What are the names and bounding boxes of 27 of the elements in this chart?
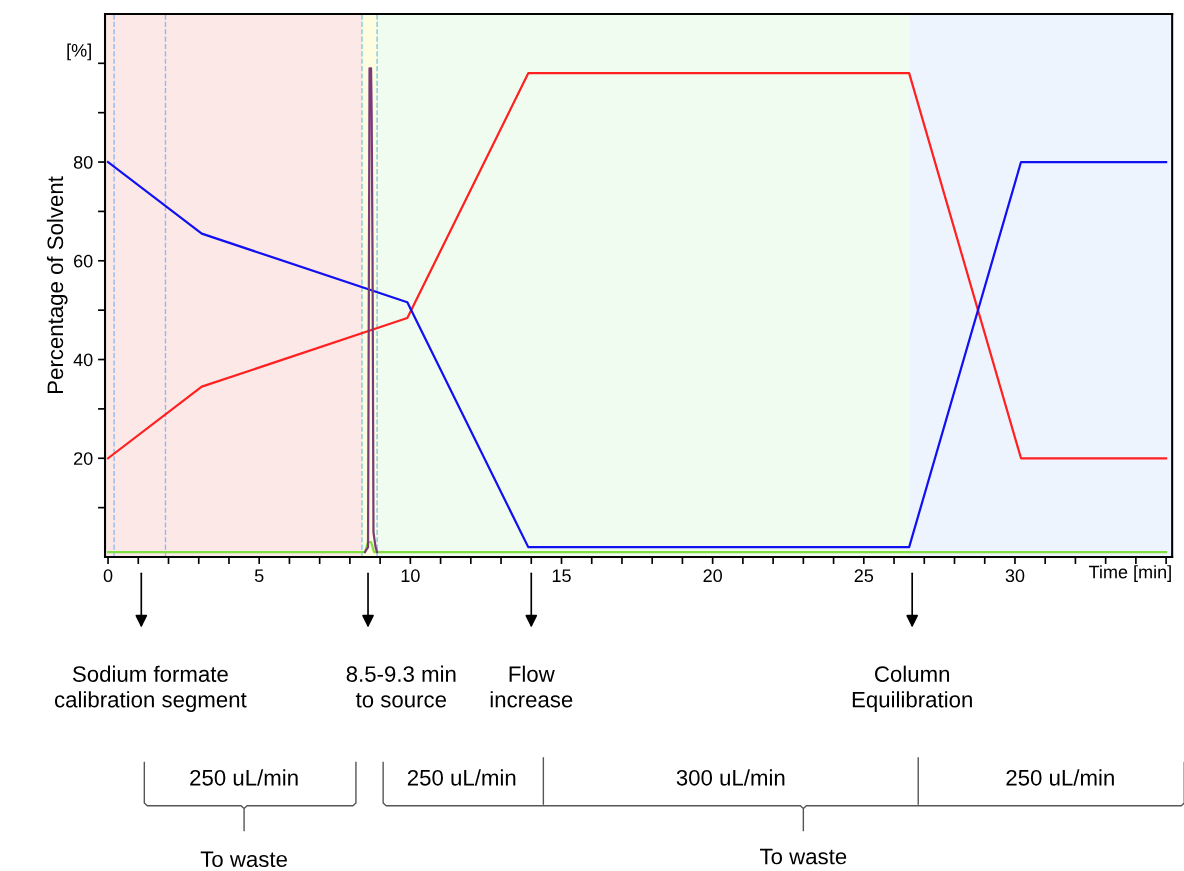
line-series bbox=[106, 72, 1168, 460]
x-tick-label: 30 bbox=[1005, 569, 1025, 583]
y-tick-label: 80 bbox=[73, 155, 93, 169]
text: Sodium formate calibration segment bbox=[54, 665, 247, 712]
x-tick-label: 25 bbox=[854, 569, 874, 583]
text: [%] bbox=[67, 43, 91, 61]
text: 250 uL/min bbox=[407, 769, 516, 786]
y-axis-title: Percentage of Solvent bbox=[46, 176, 68, 393]
x-axis-title: Time [min] bbox=[1088, 565, 1171, 582]
text: 300 uL/min bbox=[676, 769, 785, 786]
x-tick-label: 20 bbox=[703, 569, 722, 583]
text: 250 uL/min bbox=[1006, 769, 1114, 786]
x-tick-label: 5 bbox=[254, 569, 264, 583]
y-tick-label: 20 bbox=[74, 452, 93, 465]
text: To waste bbox=[760, 848, 847, 865]
line-series bbox=[106, 160, 1168, 549]
y-tick-label: 60 bbox=[74, 254, 93, 268]
text: Column Equilibration bbox=[852, 665, 972, 712]
x-tick-label: 15 bbox=[552, 569, 571, 583]
x-tick-label: 10 bbox=[401, 569, 420, 583]
line-series bbox=[363, 67, 379, 554]
x-tick-label: 0 bbox=[103, 569, 113, 583]
text: 8.5-9.3 min to source bbox=[346, 665, 456, 708]
y-tick-label: 40 bbox=[73, 353, 93, 367]
text: To waste bbox=[200, 851, 287, 868]
text: Flow increase bbox=[490, 665, 573, 708]
text: 250 uL/min bbox=[190, 769, 298, 786]
